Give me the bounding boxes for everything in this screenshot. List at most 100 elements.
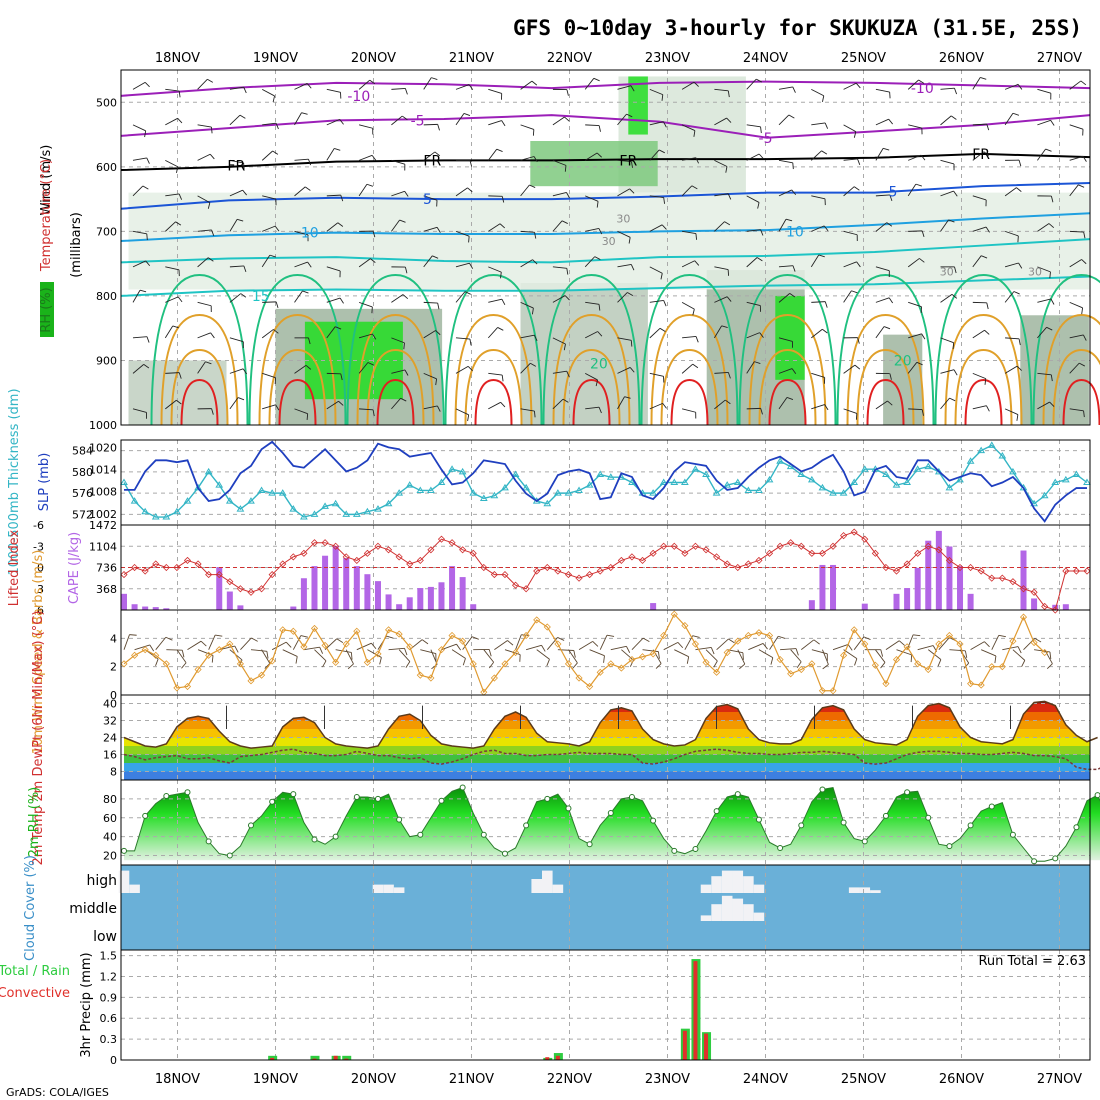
thickness-point	[723, 481, 732, 488]
wind-speed-point	[215, 646, 223, 654]
wind-barb	[520, 124, 534, 130]
wind-speed-point	[300, 643, 308, 651]
wind-barb-flag	[436, 405, 441, 412]
rh-point	[353, 794, 360, 800]
warm-contour	[160, 313, 239, 426]
temp-contour-label: -5	[411, 113, 425, 129]
wind-barb	[938, 637, 950, 650]
wind-barb	[552, 266, 567, 269]
wind-barb-flag	[692, 309, 695, 316]
wind-barb-flag	[209, 153, 215, 160]
pressure-tick: 700	[96, 225, 117, 238]
chart-title: GFS 0~10day 3-hourly for SKUKUZA (31.5E,…	[513, 16, 1082, 40]
thickness-point	[882, 470, 890, 478]
warm-contour	[454, 313, 533, 426]
wind-barb-flag	[176, 399, 182, 405]
wind-barb	[557, 649, 574, 651]
day-label-top: 22NOV	[547, 51, 592, 66]
wind-barb	[681, 260, 695, 268]
wind-speed-point	[511, 648, 520, 657]
wind-barb	[134, 644, 151, 651]
rh-point	[734, 791, 741, 798]
cape-bar	[904, 588, 911, 610]
wind-barb	[326, 194, 341, 197]
wind-speed-point	[850, 626, 858, 634]
li-point	[162, 563, 170, 572]
wind-barb	[303, 646, 320, 651]
wind-barb-flag	[695, 336, 699, 343]
wind-barb	[423, 255, 433, 268]
wind-barb	[970, 641, 985, 651]
wind-barb-flag	[501, 375, 504, 382]
wind-barb	[455, 337, 470, 340]
thickness-point	[850, 478, 859, 485]
wind-barb-flag	[598, 228, 603, 235]
wind-barb-flag	[564, 165, 567, 172]
day-label-bottom: 26NOV	[939, 1072, 984, 1087]
wind-barb-flag	[339, 297, 344, 304]
rh-contour-label: 30	[616, 212, 630, 225]
cape-bar	[830, 564, 837, 610]
wind-barb	[423, 195, 438, 201]
wind-barb	[1069, 259, 1082, 268]
wind-speed-point	[173, 684, 181, 692]
wind-barb-flag	[546, 659, 550, 667]
wind-barb	[843, 290, 852, 303]
rh-point	[226, 852, 233, 859]
wind-barb	[430, 649, 438, 665]
wind-barb-flag	[347, 663, 354, 670]
rh-point	[946, 843, 953, 850]
wind-barb	[972, 195, 987, 201]
wind-barb	[132, 157, 147, 161]
warm-contour	[1052, 348, 1100, 426]
warm-contour	[768, 378, 807, 426]
wind-speed-point	[564, 660, 573, 668]
thickness-point	[596, 470, 605, 478]
wind-barb-flag	[501, 120, 506, 127]
wind-barb	[853, 636, 865, 650]
wind-speed-point	[1009, 637, 1017, 645]
wind-barb	[132, 124, 146, 132]
wind-speed-point	[681, 622, 689, 630]
wind-barb	[391, 398, 401, 410]
wind-barb	[1037, 148, 1046, 161]
li-point	[871, 549, 879, 557]
li-point	[332, 542, 340, 550]
wind-barb	[483, 649, 495, 663]
thickness-tick: 576	[72, 487, 93, 500]
wind-barb	[1037, 401, 1050, 410]
wind-barb-flag	[986, 123, 990, 131]
wind-barb	[488, 401, 501, 410]
ylabel-cloud-cover: Cloud Cover (%)	[23, 855, 38, 961]
wind-speed-point	[702, 658, 710, 666]
wind-barb	[568, 649, 578, 664]
thickness-point	[543, 499, 552, 507]
wind-speed-point	[247, 677, 255, 685]
wind-barb-flag	[531, 307, 534, 315]
warm-contour	[572, 378, 611, 426]
wind-barb-flag	[693, 81, 699, 87]
rh-point	[163, 793, 170, 800]
thickness-point	[458, 467, 467, 475]
wind-barb-flag	[882, 147, 890, 151]
temp-contour-label: -10	[911, 81, 934, 97]
wind-barb	[552, 220, 563, 232]
wind-barb	[520, 230, 535, 233]
cape-tick: 1472	[89, 519, 117, 532]
wind-barb	[536, 649, 550, 660]
wind-barb	[617, 85, 632, 90]
li-point	[638, 556, 647, 564]
rh-area	[124, 787, 1100, 862]
thickness-point	[934, 467, 943, 475]
wind-speed-point	[649, 650, 657, 658]
thickness-point	[860, 465, 869, 472]
cloud-block	[721, 870, 733, 893]
li-point	[988, 574, 996, 582]
wind-barb-flag	[143, 363, 150, 369]
li-point	[448, 539, 456, 547]
day-label-bottom: 22NOV	[547, 1072, 592, 1087]
rh-point	[607, 810, 614, 817]
thickness-point	[1009, 467, 1017, 475]
precip-conv-bar	[704, 1033, 709, 1060]
wind-speed-point	[533, 616, 541, 624]
